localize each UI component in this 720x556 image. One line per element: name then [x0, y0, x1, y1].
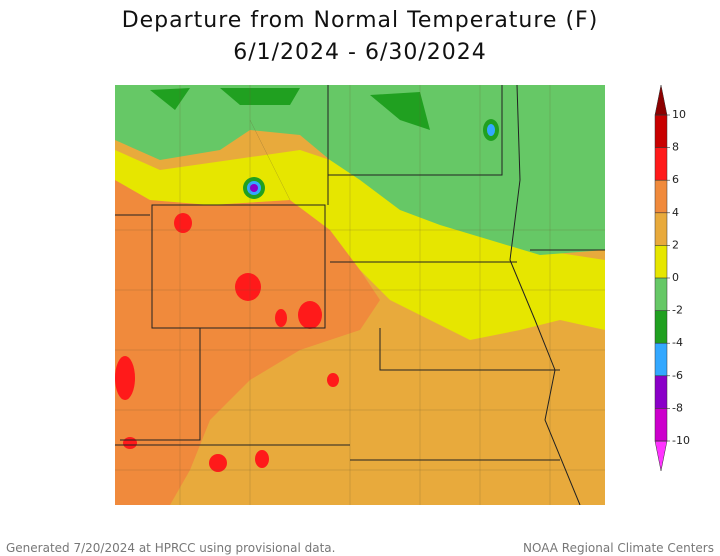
spot-colder	[487, 124, 495, 136]
colorbar-arrow-high	[654, 84, 668, 116]
region-mild	[115, 150, 605, 340]
colorbar-tick-label: 8	[672, 141, 679, 154]
footer-right: NOAA Regional Climate Centers	[523, 541, 714, 555]
spot-hot	[275, 309, 287, 327]
colorbar-tick-label: 4	[672, 206, 679, 219]
spot-coldest	[250, 184, 258, 192]
colorbar-tick-label: -4	[672, 336, 683, 349]
spot-hot	[209, 454, 227, 472]
colorbar-segment	[655, 180, 667, 213]
colorbar-tick-label: -2	[672, 304, 683, 317]
map	[115, 85, 605, 505]
colorbar-tick-label: -10	[672, 434, 690, 447]
spot-hot	[255, 450, 269, 468]
colorbar-tick-label: -8	[672, 401, 683, 414]
spot-hot	[298, 301, 322, 329]
colorbar-segment	[655, 310, 667, 344]
colorbar: 10 8 6 4 2 0 -2 -4 -6 -8 -10	[654, 84, 690, 472]
colorbar-tick-label: 6	[672, 173, 679, 186]
spot-hot	[235, 273, 261, 301]
title: Departure from Normal Temperature (F)	[122, 8, 599, 33]
colorbar-segment	[655, 375, 667, 409]
state-borders	[115, 85, 605, 505]
colorbar-segment	[655, 147, 667, 181]
colorbar-segment	[655, 245, 667, 278]
county-lines	[115, 85, 605, 505]
colorbar-arrow-low	[654, 440, 668, 472]
colorbar-segment	[655, 408, 667, 441]
colorbar-tick-label: 0	[672, 271, 679, 284]
region-cool	[115, 85, 605, 255]
footer-left: Generated 7/20/2024 at HPRCC using provi…	[6, 541, 335, 555]
colorbar-segment	[655, 278, 667, 311]
spot-hot	[327, 373, 339, 387]
region-cold	[150, 88, 430, 130]
colorbar-segment	[655, 115, 667, 148]
spot-hot	[115, 356, 135, 400]
colorbar-tick-label: 10	[672, 108, 686, 121]
spot-hot	[123, 437, 137, 449]
colorbar-tick-label: -6	[672, 369, 683, 382]
subtitle: 6/1/2024 - 6/30/2024	[233, 40, 487, 65]
colorbar-tick-label: 2	[672, 238, 679, 251]
region-warm	[115, 180, 380, 505]
colorbar-segment	[655, 212, 667, 246]
spot-hot	[174, 213, 192, 233]
colorbar-segment	[655, 343, 667, 376]
